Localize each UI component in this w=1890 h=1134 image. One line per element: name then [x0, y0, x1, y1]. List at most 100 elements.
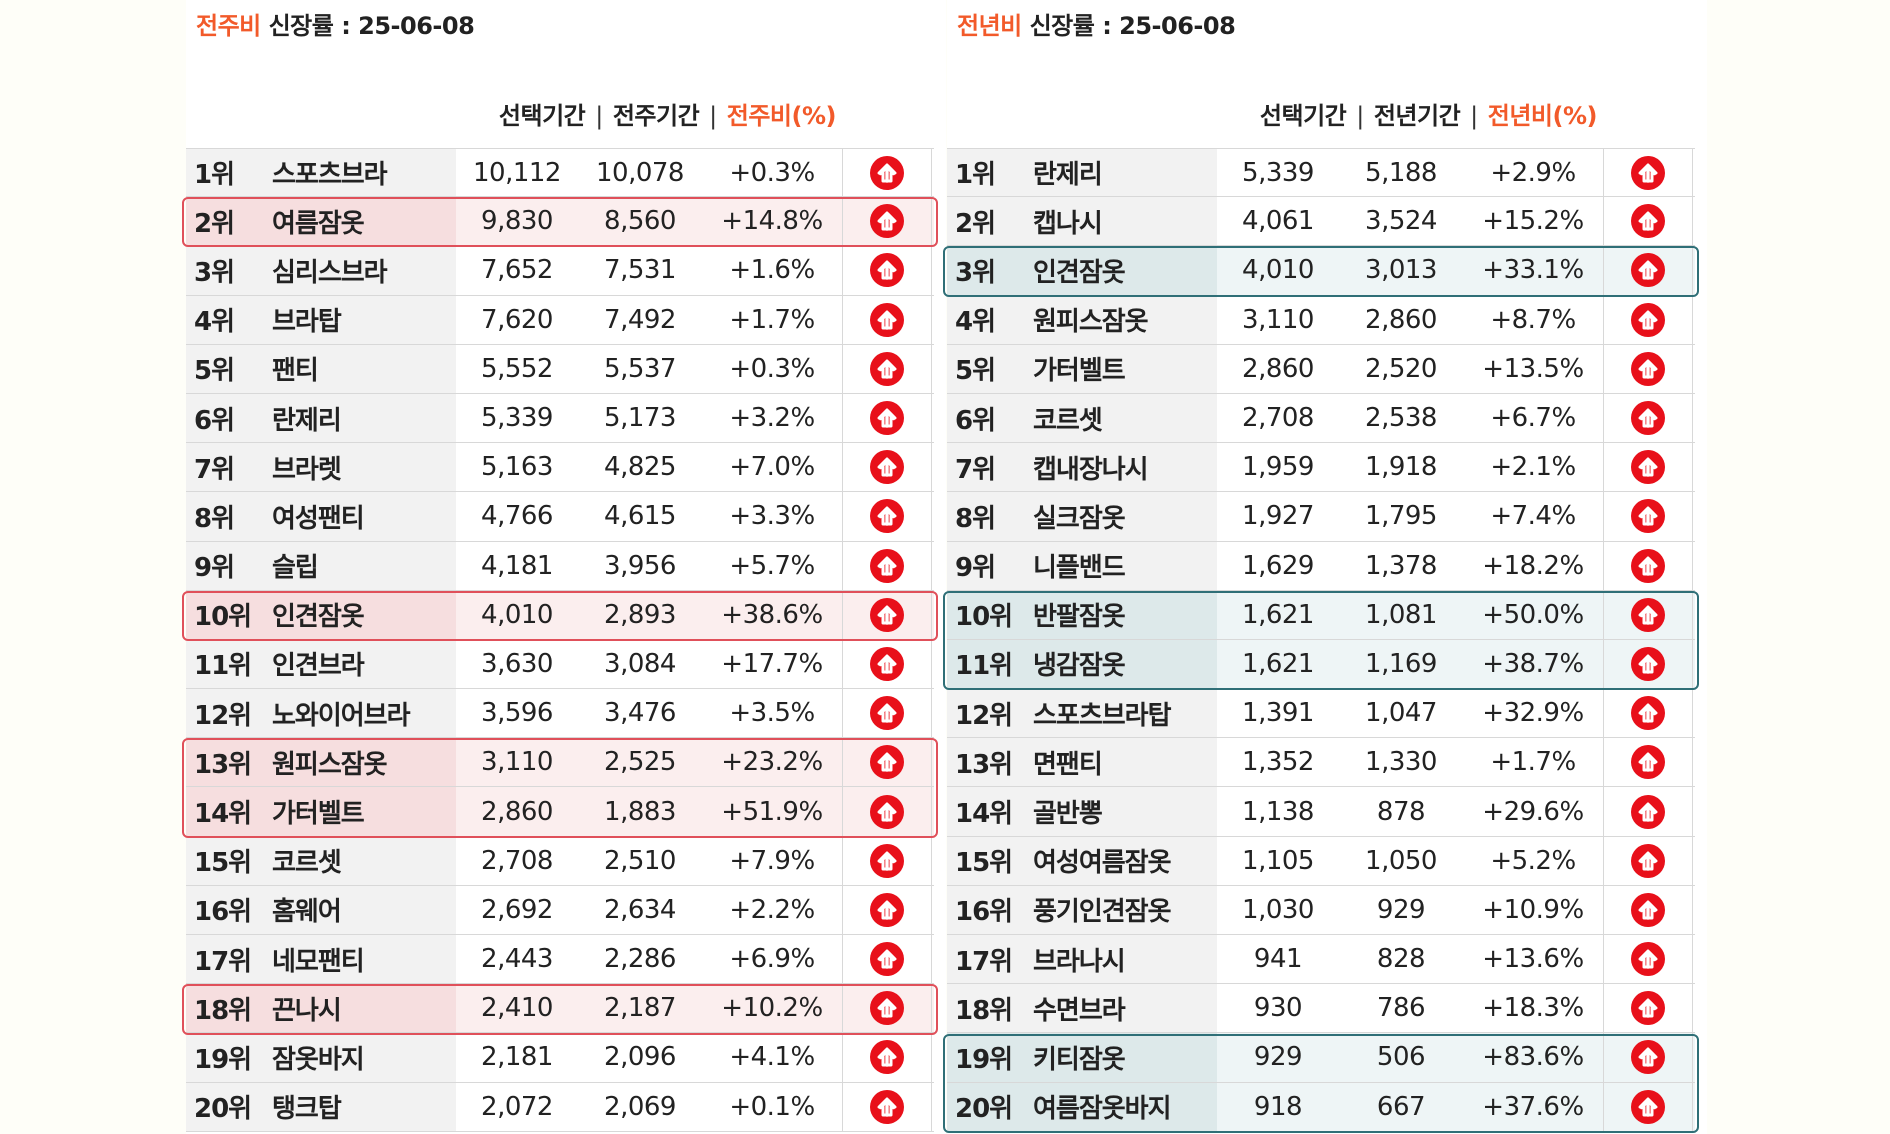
table-row: 20위 탱크탑 2,072 2,069 +0.1%	[186, 1082, 934, 1132]
previous-period-cell: 5,188	[1365, 157, 1437, 188]
trend-cell	[842, 1082, 932, 1131]
rank-cell: 6위	[955, 405, 996, 436]
rank-cell: 11위	[955, 651, 1013, 682]
rank-cell: 7위	[955, 454, 996, 485]
rank-cell: 12위	[955, 700, 1013, 731]
trend-cell	[1603, 787, 1693, 836]
percent-change-cell: +18.3%	[1482, 993, 1584, 1024]
percent-change-cell: +6.9%	[729, 944, 815, 975]
percent-change-cell: +2.1%	[1490, 452, 1576, 483]
selected-period-cell: 918	[1253, 1091, 1303, 1122]
percent-change-cell: +1.6%	[729, 255, 815, 286]
keyword-cell: 탱크탑	[272, 1082, 456, 1131]
up-arrow-icon	[870, 794, 904, 829]
selected-period-cell: 1,030	[1242, 894, 1314, 925]
rank-keyword-block: 3위 인견잠옷	[947, 246, 1217, 295]
previous-period-cell: 2,538	[1365, 403, 1437, 434]
rank-cell: 14위	[955, 799, 1013, 830]
percent-change-cell: +1.7%	[729, 304, 815, 335]
previous-period-cell: 1,050	[1365, 845, 1437, 876]
selected-period-cell: 2,692	[481, 894, 553, 925]
up-arrow-icon	[1631, 450, 1665, 485]
trend-cell	[842, 541, 932, 590]
rank-cell: 9위	[955, 553, 996, 584]
rank-cell: 3위	[194, 257, 235, 288]
table-row: 3위 인견잠옷 4,010 3,013 +33.1%	[947, 246, 1695, 296]
rank-cell: 4위	[955, 307, 996, 338]
rank-cell: 11위	[194, 651, 252, 682]
table-row: 12위 스포츠브라탑 1,391 1,047 +32.9%	[947, 689, 1695, 739]
percent-change-cell: +38.6%	[721, 599, 823, 630]
up-arrow-icon	[1631, 1040, 1665, 1075]
table-row: 10위 인견잠옷 4,010 2,893 +38.6%	[186, 590, 934, 640]
rank-keyword-block: 19위 키티잠옷	[947, 1033, 1217, 1082]
up-arrow-icon	[1631, 253, 1665, 288]
table-row: 4위 원피스잠옷 3,110 2,860 +8.7%	[947, 295, 1695, 345]
keyword-cell: 네모팬티	[272, 935, 456, 984]
table-row: 16위 홈웨어 2,692 2,634 +2.2%	[186, 885, 934, 935]
previous-period-cell: 2,286	[604, 944, 676, 975]
previous-period-cell: 1,378	[1365, 550, 1437, 581]
up-arrow-icon	[1631, 942, 1665, 977]
keyword-cell: 브라탑	[272, 295, 456, 344]
table-row: 11위 냉감잠옷 1,621 1,169 +38.7%	[947, 639, 1695, 690]
keyword-cell: 여름잠옷	[272, 197, 456, 246]
rank-keyword-block: 4위 원피스잠옷	[947, 295, 1217, 344]
selected-period-cell: 5,552	[481, 353, 553, 384]
rank-keyword-block: 2위 캡나시	[947, 197, 1217, 246]
selected-period-cell: 7,652	[481, 255, 553, 286]
up-arrow-icon	[1631, 548, 1665, 583]
rank-cell: 5위	[955, 356, 996, 387]
selected-period-cell: 1,621	[1242, 648, 1314, 679]
previous-period-cell: 5,537	[604, 353, 676, 384]
header-separator: |	[1470, 102, 1478, 130]
rank-keyword-block: 19위 잠옷바지	[186, 1033, 456, 1082]
header-selected-period: 선택기간	[498, 102, 586, 130]
rank-keyword-block: 15위 여성여름잠옷	[947, 836, 1217, 885]
rank-cell: 13위	[955, 749, 1013, 780]
up-arrow-icon	[870, 1089, 904, 1124]
trend-cell	[842, 1033, 932, 1082]
percent-change-cell: +3.3%	[729, 501, 815, 532]
keyword-cell: 캡나시	[1033, 197, 1217, 246]
rank-keyword-block: 7위 캡내장나시	[947, 443, 1217, 492]
rank-keyword-block: 11위 인견브라	[186, 639, 456, 689]
up-arrow-icon	[870, 548, 904, 583]
trend-cell	[1603, 590, 1693, 639]
rank-cell: 19위	[955, 1044, 1013, 1075]
trend-cell	[842, 295, 932, 344]
selected-period-cell: 2,860	[1242, 353, 1314, 384]
percent-change-cell: +7.4%	[1490, 501, 1576, 532]
keyword-cell: 골반뽕	[1033, 787, 1217, 836]
table-row: 15위 코르셋 2,708 2,510 +7.9%	[186, 836, 934, 886]
trend-cell	[1603, 197, 1693, 246]
yearly-ranking-table: 1위 란제리 5,339 5,188 +2.9% 2위 캡나시 4,061 3,524 +15.2…	[943, 148, 1699, 1133]
percent-change-cell: +10.2%	[721, 993, 823, 1024]
header-separator: |	[595, 102, 603, 130]
keyword-cell: 끈나시	[272, 984, 456, 1033]
table-row: 18위 끈나시 2,410 2,187 +10.2%	[186, 984, 934, 1034]
trend-cell	[1603, 738, 1693, 787]
keyword-cell: 풍기인견잠옷	[1033, 885, 1217, 934]
keyword-cell: 브라나시	[1033, 935, 1217, 984]
up-arrow-icon	[870, 450, 904, 485]
rank-cell: 2위	[955, 208, 996, 239]
selected-period-cell: 1,391	[1242, 698, 1314, 729]
selected-period-cell: 5,339	[481, 403, 553, 434]
keyword-cell: 면팬티	[1033, 738, 1217, 787]
table-row: 18위 수면브라 930 786 +18.3%	[947, 984, 1695, 1034]
table-row: 1위 스포츠브라 10,112 10,078 +0.3%	[186, 148, 934, 198]
previous-period-cell: 3,524	[1365, 206, 1437, 237]
table-row: 14위 골반뽕 1,138 878 +29.6%	[947, 787, 1695, 837]
percent-change-cell: +0.1%	[729, 1091, 815, 1122]
percent-change-cell: +1.7%	[1490, 747, 1576, 778]
trend-cell	[1603, 443, 1693, 492]
table-row: 19위 잠옷바지 2,181 2,096 +4.1%	[186, 1033, 934, 1083]
rank-cell: 13위	[194, 749, 252, 780]
up-arrow-icon	[870, 351, 904, 386]
weekly-heading-rest: 신장률 : 25-06-08	[260, 12, 475, 40]
rank-keyword-block: 17위 브라나시	[947, 935, 1217, 984]
rank-keyword-block: 1위 스포츠브라	[186, 149, 456, 197]
percent-change-cell: +38.7%	[1482, 648, 1584, 679]
selected-period-cell: 941	[1253, 944, 1303, 975]
